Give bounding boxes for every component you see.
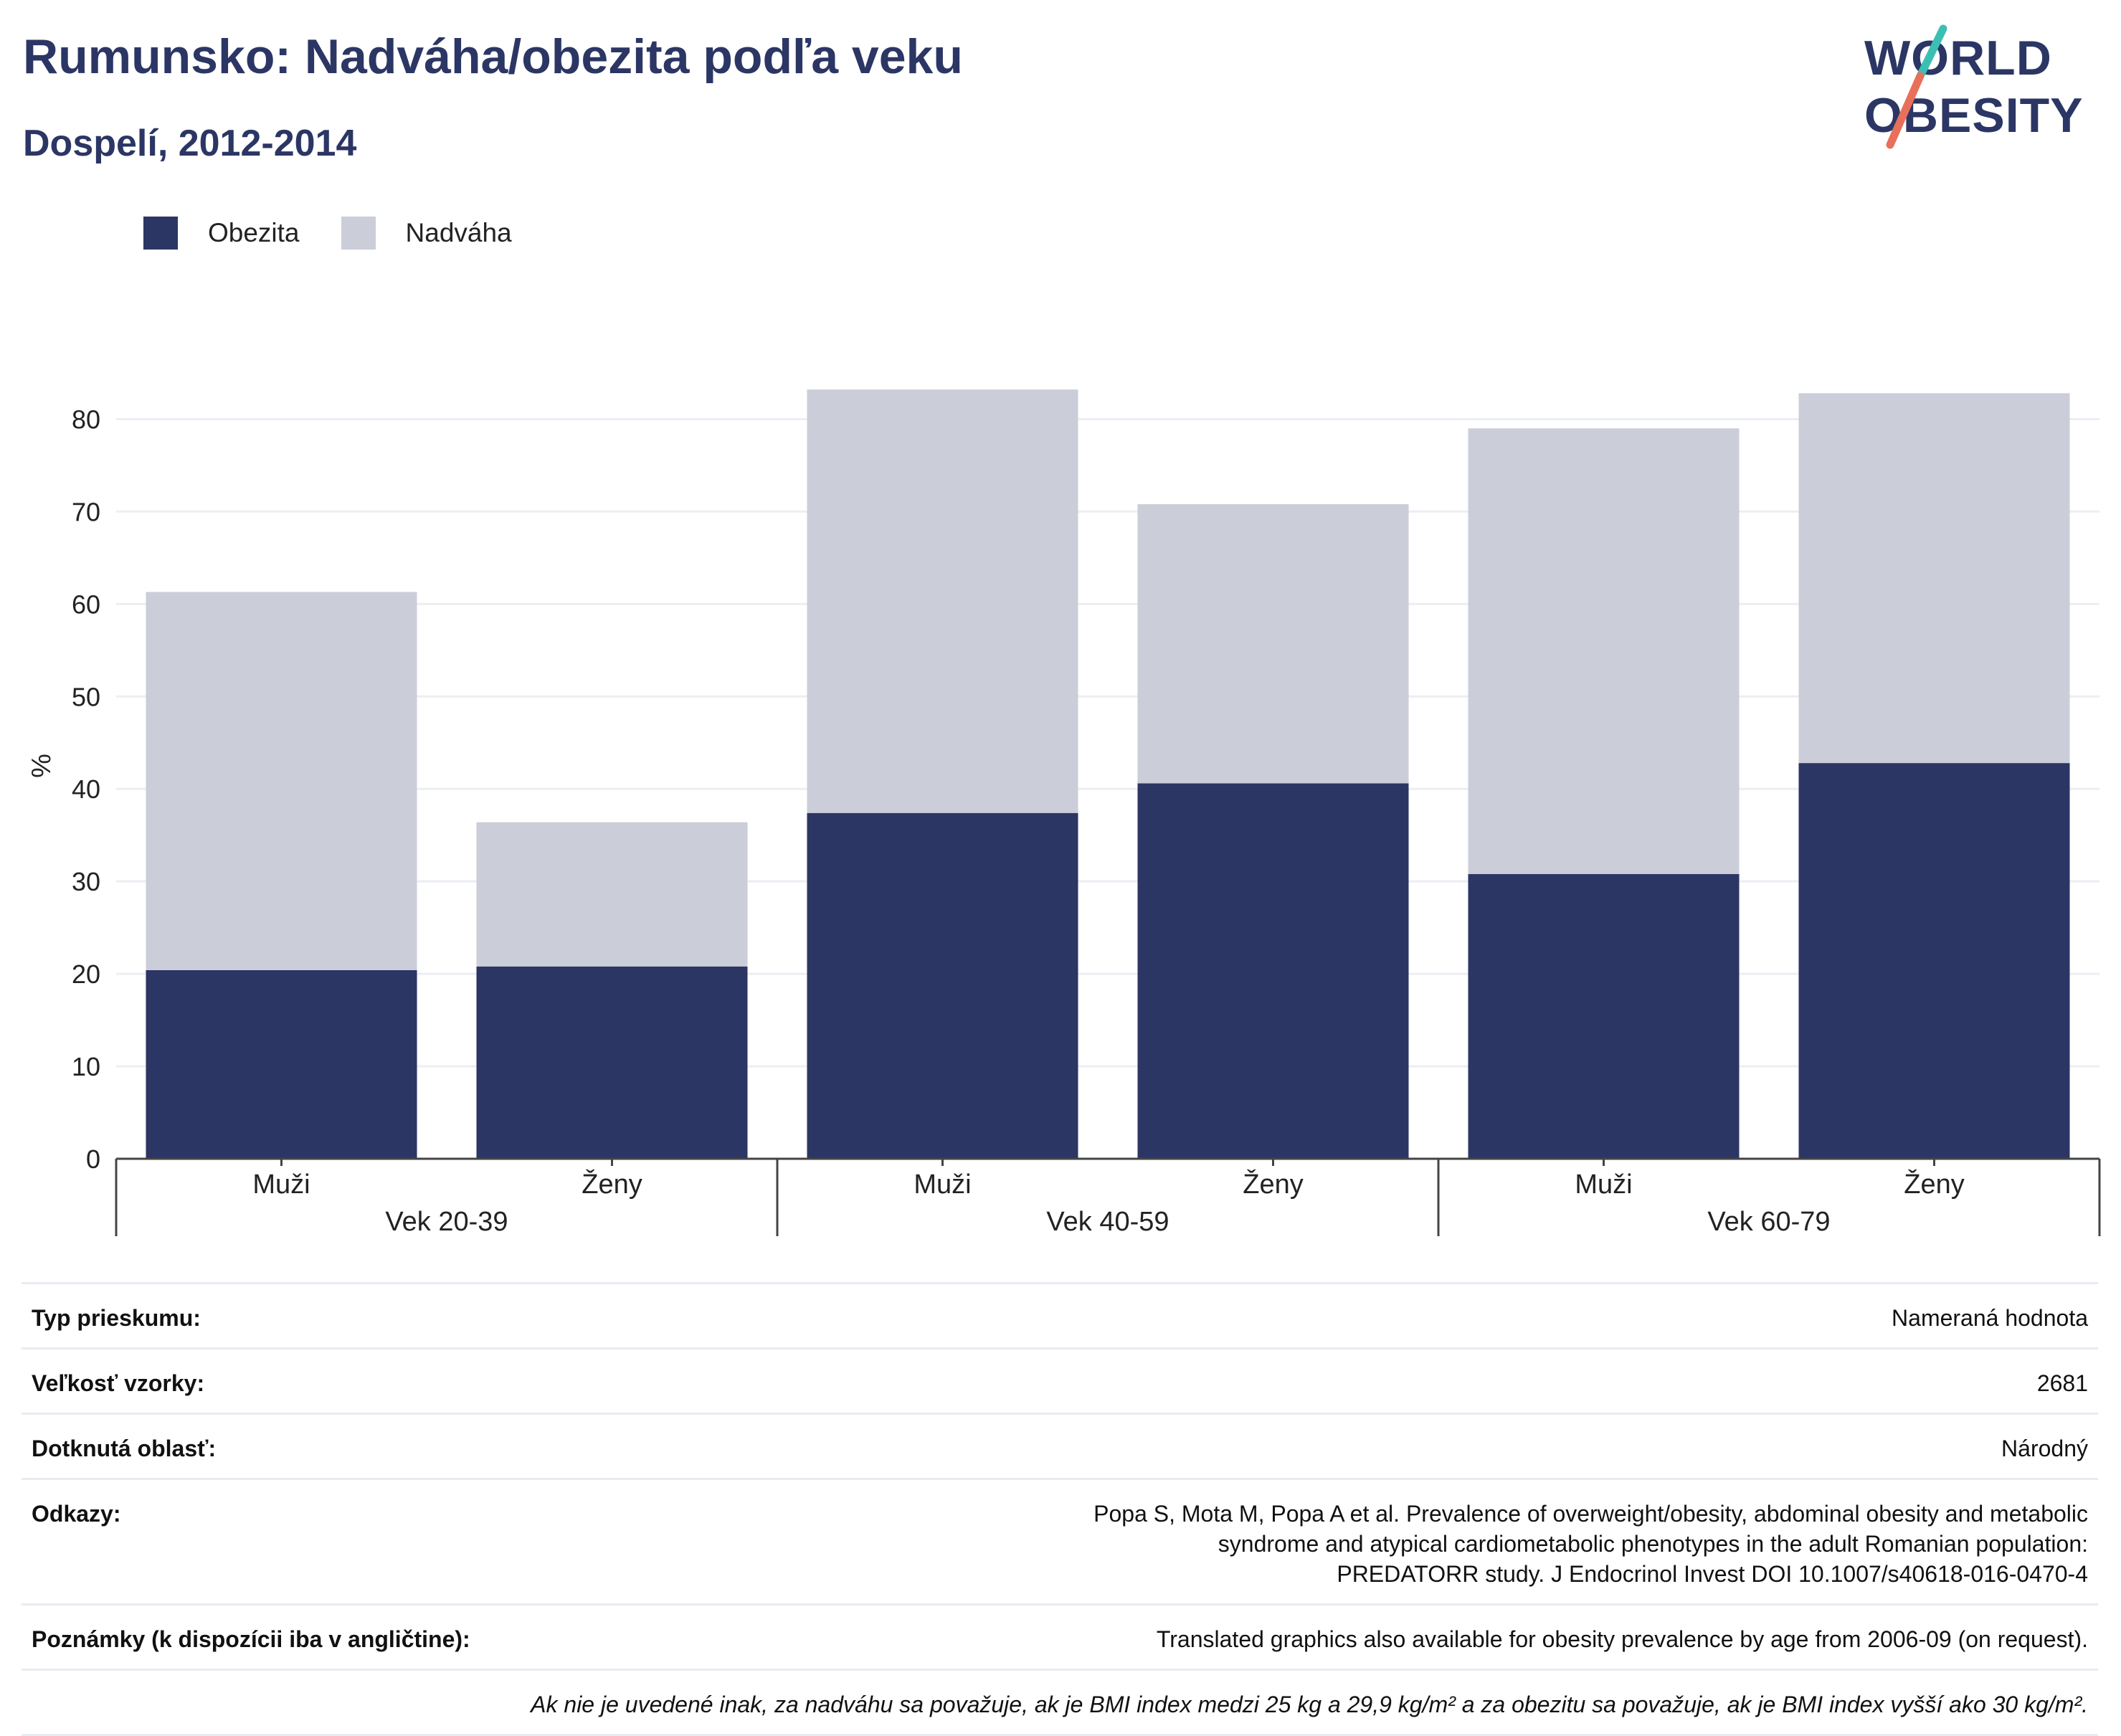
world-obesity-logo: WORLD OBESITY: [1864, 22, 2108, 154]
logo-slash-icon: [1886, 24, 1947, 149]
y-tick-label: 0: [86, 1144, 100, 1174]
y-axis-label: %: [27, 754, 57, 778]
bar-nadvaha: [146, 592, 417, 970]
chart-title: Rumunsko: Nadváha/obezita podľa veku: [23, 29, 963, 84]
info-value: Popa S, Mota M, Popa A et al. Prevalence…: [587, 1478, 2098, 1605]
info-key: Veľkosť vzorky:: [22, 1347, 587, 1414]
info-row-survey-type: Typ prieskumu: Nameraná hodnota: [22, 1282, 2098, 1349]
y-tick-label: 70: [72, 497, 100, 526]
bmi-footnote: Ak nie je uvedené inak, za nadváhu sa po…: [22, 1669, 2098, 1736]
legend-item-obezita[interactable]: Obezita: [143, 217, 300, 250]
y-tick-label: 20: [72, 959, 100, 989]
logo-text-world: WORLD: [1864, 31, 2052, 85]
info-row-area: Dotknutá oblasť: Národný: [22, 1413, 2098, 1479]
info-row-notes: Poznámky (k dispozícii iba v angličtine)…: [22, 1603, 2098, 1670]
stacked-bar-chart: 0 10 20 30 40 50 60 70 80% Muži Ženy Muži Ženy Muži Že…: [27, 389, 2101, 1237]
bar-nadvaha: [476, 822, 748, 967]
y-tick-label: 80: [72, 404, 100, 434]
bar-nadvaha: [1798, 393, 2070, 764]
bar-obezita: [1798, 763, 2070, 1159]
x-group-label: Vek 20-39: [385, 1207, 508, 1237]
y-tick-label: 10: [72, 1052, 100, 1081]
bar-obezita: [1468, 873, 1740, 1159]
info-key: Poznámky (k dispozícii iba v angličtine)…: [22, 1603, 587, 1670]
legend-label-nadvaha: Nadváha: [405, 218, 512, 247]
x-category-label: Muži: [252, 1170, 310, 1200]
survey-info-table: Typ prieskumu: Nameraná hodnota Veľkosť …: [22, 1282, 2098, 1736]
legend-item-nadvaha[interactable]: Nadváha: [341, 217, 512, 250]
info-value: Translated graphics also available for o…: [587, 1603, 2098, 1670]
x-category-label: Ženy: [1243, 1169, 1303, 1200]
bar-nadvaha: [1137, 504, 1409, 784]
info-row-footnote: Ak nie je uvedené inak, za nadváhu sa po…: [22, 1669, 2098, 1736]
bar-obezita: [146, 969, 417, 1159]
y-tick-label: 50: [72, 682, 100, 711]
bar-obezita: [807, 812, 1078, 1159]
y-tick-label: 30: [72, 867, 100, 896]
legend-swatch-nadvaha: [341, 217, 376, 250]
info-key: Typ prieskumu:: [22, 1282, 587, 1349]
chart-subtitle: Dospelí, 2012-2014: [23, 123, 357, 164]
x-category-label: Muži: [1575, 1170, 1632, 1200]
bar-nadvaha: [807, 389, 1078, 813]
info-value: 2681: [587, 1347, 2098, 1414]
x-group-label: Vek 40-59: [1046, 1207, 1169, 1237]
x-category-label: Ženy: [582, 1169, 642, 1200]
legend-swatch-obezita: [143, 217, 178, 250]
bar-nadvaha: [1468, 428, 1740, 874]
info-value: Národný: [587, 1413, 2098, 1479]
info-row-sample-size: Veľkosť vzorky: 2681: [22, 1347, 2098, 1414]
chart-legend: Obezita Nadváha: [143, 215, 554, 251]
bar-obezita: [1137, 783, 1409, 1159]
bar-obezita: [476, 966, 748, 1159]
info-key: Dotknutá oblasť:: [22, 1413, 587, 1479]
x-category-label: Ženy: [1904, 1169, 1964, 1200]
y-tick-label: 60: [72, 589, 100, 619]
x-group-label: Vek 60-79: [1707, 1207, 1830, 1237]
info-value: Nameraná hodnota: [587, 1282, 2098, 1349]
info-row-references: Odkazy: Popa S, Mota M, Popa A et al. Pr…: [22, 1478, 2098, 1605]
x-category-label: Muži: [914, 1170, 971, 1200]
info-key: Odkazy:: [22, 1478, 587, 1605]
legend-label-obezita: Obezita: [208, 218, 300, 247]
y-tick-label: 40: [72, 774, 100, 804]
